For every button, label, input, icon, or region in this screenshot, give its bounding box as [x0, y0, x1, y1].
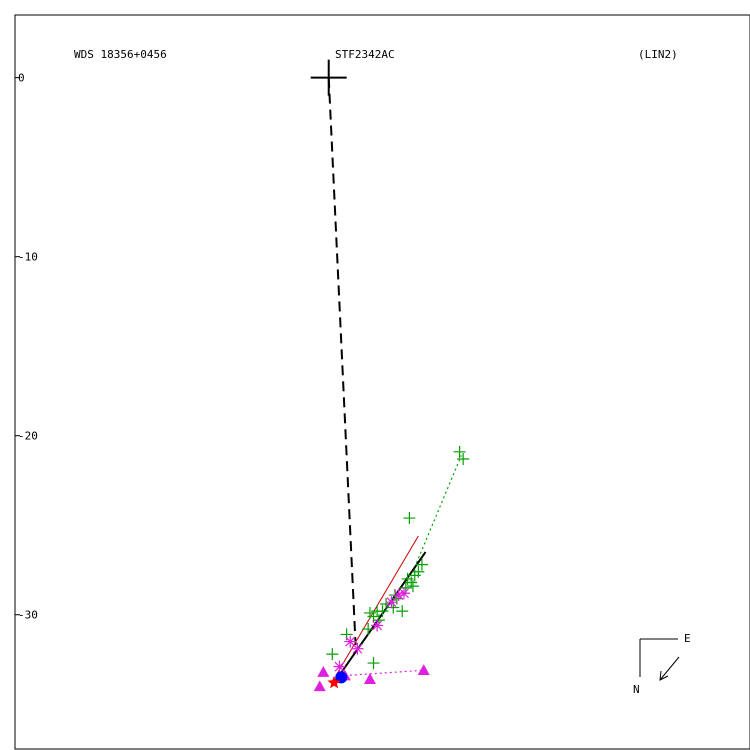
measurement-point — [408, 569, 421, 582]
measurement-point — [362, 623, 375, 636]
primary-position-cross — [310, 59, 347, 96]
interferometric-point — [333, 660, 346, 673]
plot-frame — [14, 14, 750, 750]
dashed-connector-layer — [327, 77, 357, 646]
marker-layer — [310, 59, 348, 689]
compass-north-label: N — [633, 683, 640, 696]
interferometric-point — [385, 596, 398, 609]
y-axis-ticks: 0 -10 -20 -30 — [15, 72, 38, 622]
interferometric-points-layer — [333, 587, 411, 673]
triangle-dotted-path — [344, 669, 424, 677]
motion-arrow-head — [659, 670, 669, 681]
primary-dot — [335, 671, 348, 684]
measurement-point — [363, 606, 376, 619]
measurement-point — [412, 565, 425, 578]
measurement-point — [396, 605, 409, 618]
rejected-point — [363, 673, 376, 684]
triangle-path-layer — [344, 669, 424, 677]
measurement-path-layer — [416, 455, 462, 564]
y-tick-label: -10 — [18, 251, 38, 264]
measurement-point — [415, 558, 428, 571]
rejected-point — [317, 666, 330, 677]
measurement-point — [406, 580, 419, 593]
measurement-point — [457, 452, 470, 465]
measurement-point — [401, 572, 414, 585]
y-tick-label: 0 — [18, 72, 25, 85]
compass-rose: E N — [633, 632, 691, 696]
measurement-point — [453, 445, 466, 458]
measurement-dotted-path — [416, 455, 462, 564]
compass-east-label: E — [684, 632, 691, 645]
rejected-point — [417, 664, 430, 676]
measurement-point — [403, 512, 416, 525]
star-name: STF2342AC — [335, 48, 395, 61]
interferometric-point — [371, 619, 384, 632]
measurement-point — [326, 648, 339, 661]
wds-designation: WDS 18356+0456 — [74, 48, 167, 61]
dashed-connector — [327, 77, 357, 646]
fit-line-black — [333, 551, 427, 684]
interferometric-point — [344, 635, 357, 648]
interferometric-point — [398, 587, 411, 600]
interferometric-point — [392, 589, 405, 602]
measurement-point — [371, 605, 384, 618]
origin-star — [327, 675, 341, 689]
interferometric-point — [351, 642, 364, 655]
y-tick-label: -20 — [18, 430, 38, 443]
plot-code: (LIN2) — [638, 48, 678, 61]
fit-line-layer — [333, 535, 427, 684]
motion-arrow-shaft — [659, 656, 680, 681]
measurement-point — [367, 657, 380, 670]
rejected-point — [313, 680, 326, 692]
y-tick-label: -30 — [18, 609, 38, 622]
